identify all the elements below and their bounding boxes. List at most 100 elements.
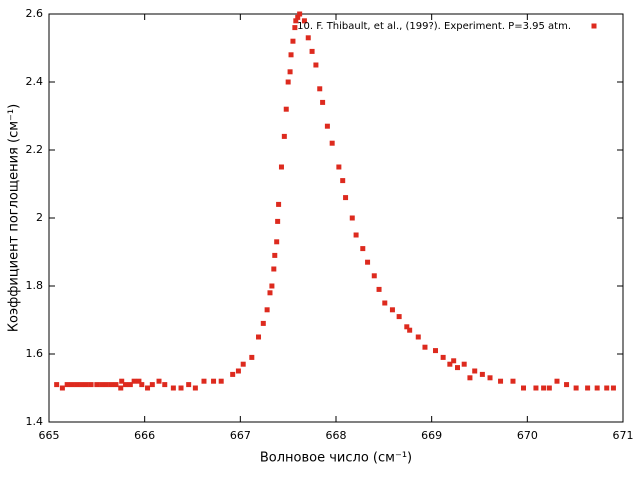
- point: [274, 239, 280, 245]
- point: [192, 385, 198, 391]
- point: [145, 385, 151, 391]
- point: [389, 307, 395, 313]
- point: [349, 215, 355, 221]
- point: [218, 378, 224, 384]
- point: [278, 164, 284, 170]
- point: [340, 178, 346, 184]
- point: [451, 358, 457, 364]
- x-tick-label: 668: [326, 429, 347, 442]
- point: [69, 382, 75, 388]
- point: [178, 385, 184, 391]
- point: [139, 382, 145, 388]
- point: [162, 382, 168, 388]
- point: [533, 385, 539, 391]
- point: [546, 385, 552, 391]
- point: [521, 385, 527, 391]
- point: [554, 378, 560, 384]
- point: [59, 385, 65, 391]
- y-tick-label: 2: [36, 211, 43, 224]
- point: [127, 382, 133, 388]
- plot-frame: [48, 13, 624, 423]
- point: [404, 324, 410, 330]
- point: [103, 382, 109, 388]
- x-tick-label: 666: [134, 429, 155, 442]
- point: [290, 38, 296, 44]
- x-tick-label: 667: [230, 429, 251, 442]
- point: [230, 371, 236, 377]
- point: [432, 348, 438, 354]
- point: [276, 201, 282, 207]
- point: [235, 368, 241, 374]
- point: [292, 25, 298, 31]
- point: [371, 273, 377, 279]
- point: [343, 195, 349, 201]
- point: [407, 327, 413, 333]
- point: [336, 164, 342, 170]
- point: [113, 382, 119, 388]
- y-tick-label: 2.2: [26, 143, 44, 156]
- x-tick-label: 671: [613, 429, 634, 442]
- point: [281, 133, 287, 139]
- point: [467, 375, 473, 381]
- point: [83, 382, 89, 388]
- y-axis-label: Коэффициент поглощения (см⁻¹): [7, 104, 22, 332]
- point: [260, 320, 266, 326]
- y-tick-label: 2.4: [26, 75, 44, 88]
- point: [211, 378, 217, 384]
- point: [317, 86, 323, 92]
- y-tick-label: 1.8: [26, 279, 44, 292]
- point: [604, 385, 610, 391]
- x-tick-label: 670: [517, 429, 538, 442]
- point: [461, 361, 467, 367]
- point: [396, 314, 402, 320]
- point: [353, 232, 359, 238]
- point: [472, 368, 478, 374]
- point: [487, 375, 493, 381]
- point: [447, 361, 453, 367]
- point: [256, 334, 262, 340]
- point: [573, 385, 579, 391]
- point: [272, 252, 278, 258]
- point: [365, 259, 371, 265]
- point: [297, 11, 303, 17]
- point: [479, 371, 485, 377]
- point: [301, 18, 307, 24]
- point: [119, 378, 125, 384]
- point: [283, 106, 289, 112]
- point: [264, 307, 270, 313]
- point: [108, 382, 114, 388]
- point: [271, 266, 277, 272]
- point: [287, 69, 293, 75]
- point: [382, 300, 388, 306]
- point: [249, 354, 255, 360]
- point: [541, 385, 547, 391]
- point: [94, 382, 100, 388]
- point: [320, 99, 326, 105]
- point: [118, 385, 124, 391]
- point: [186, 382, 192, 388]
- point: [131, 378, 137, 384]
- point: [440, 354, 446, 360]
- legend-marker: [591, 23, 597, 29]
- point: [610, 385, 616, 391]
- x-tick-label: 665: [39, 429, 60, 442]
- point: [269, 283, 275, 289]
- point: [594, 385, 600, 391]
- legend-label: 10. F. Thibault, et al., (199?). Experim…: [297, 21, 571, 32]
- point: [240, 361, 246, 367]
- point: [360, 246, 366, 252]
- point: [324, 123, 330, 129]
- point: [376, 286, 382, 292]
- y-tick-label: 2.6: [26, 7, 44, 20]
- y-tick-label: 1.4: [26, 415, 44, 428]
- point: [564, 382, 570, 388]
- point: [295, 14, 301, 20]
- point: [201, 378, 207, 384]
- point: [267, 290, 273, 296]
- point: [293, 18, 299, 24]
- point: [79, 382, 85, 388]
- point: [305, 35, 311, 41]
- point: [285, 79, 291, 85]
- point: [510, 378, 516, 384]
- point: [288, 52, 294, 58]
